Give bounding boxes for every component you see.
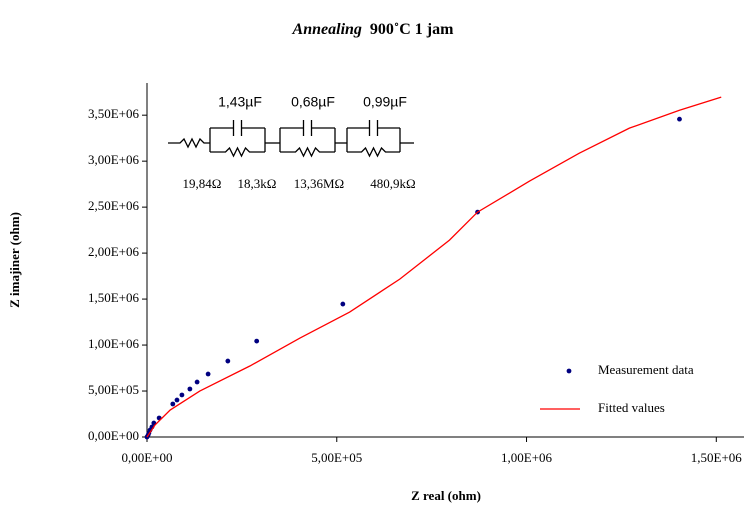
y-tick-label: 5,00E+05 [88, 382, 139, 397]
data-point [340, 301, 346, 307]
data-point [205, 371, 211, 377]
resistor-label: 19,84Ω [183, 176, 222, 191]
data-point [170, 401, 176, 407]
capacitor-label: 0,99µF [363, 94, 407, 110]
x-tick-label: 1,50E+06 [691, 450, 743, 465]
circuit-wire [209, 120, 266, 152]
circuit-wire [279, 120, 336, 152]
y-tick-label: 1,50E+06 [88, 290, 140, 305]
fit-line [146, 96, 722, 438]
circuit-wire [346, 120, 401, 152]
legend-marker [566, 368, 572, 374]
data-point [677, 116, 682, 122]
data-point [225, 358, 231, 364]
chart-title: Annealing 900˚C 1 jam [292, 21, 455, 38]
data-point [187, 386, 193, 392]
data-point [174, 397, 180, 403]
resistor-label: 13,36MΩ [294, 176, 344, 191]
data-point [179, 392, 185, 398]
y-tick-label: 2,00E+06 [88, 244, 140, 259]
circuit-wire [168, 137, 210, 149]
y-axis-label: Z imajiner (ohm) [7, 212, 22, 308]
legend-label: Measurement data [598, 362, 694, 377]
circuit-wire [347, 146, 400, 158]
legend-label: Fitted values [598, 400, 665, 415]
title-part: 900˚C 1 jam [370, 21, 454, 38]
circuit-wire [280, 146, 335, 158]
capacitor-label: 0,68µF [291, 94, 335, 110]
y-tick-label: 3,50E+06 [88, 106, 140, 121]
resistor-label: 480,9kΩ [370, 176, 415, 191]
x-tick-label: 1,00E+06 [501, 450, 553, 465]
capacitor-label: 1,43µF [218, 94, 262, 110]
resistor-label: 18,3kΩ [238, 176, 277, 191]
y-tick-label: 2,50E+06 [88, 198, 140, 213]
x-tick-label: 5,00E+05 [311, 450, 362, 465]
y-tick-label: 1,00E+06 [88, 336, 140, 351]
data-point [254, 338, 260, 344]
x-tick-label: 0,00E+00 [121, 450, 172, 465]
x-axis-label: Z real (ohm) [411, 488, 481, 503]
data-point [194, 379, 200, 385]
y-tick-label: 0,00E+00 [88, 428, 139, 443]
title-part: Annealing [292, 21, 362, 38]
circuit-wire [210, 146, 265, 158]
y-tick-label: 3,00E+06 [88, 152, 140, 167]
